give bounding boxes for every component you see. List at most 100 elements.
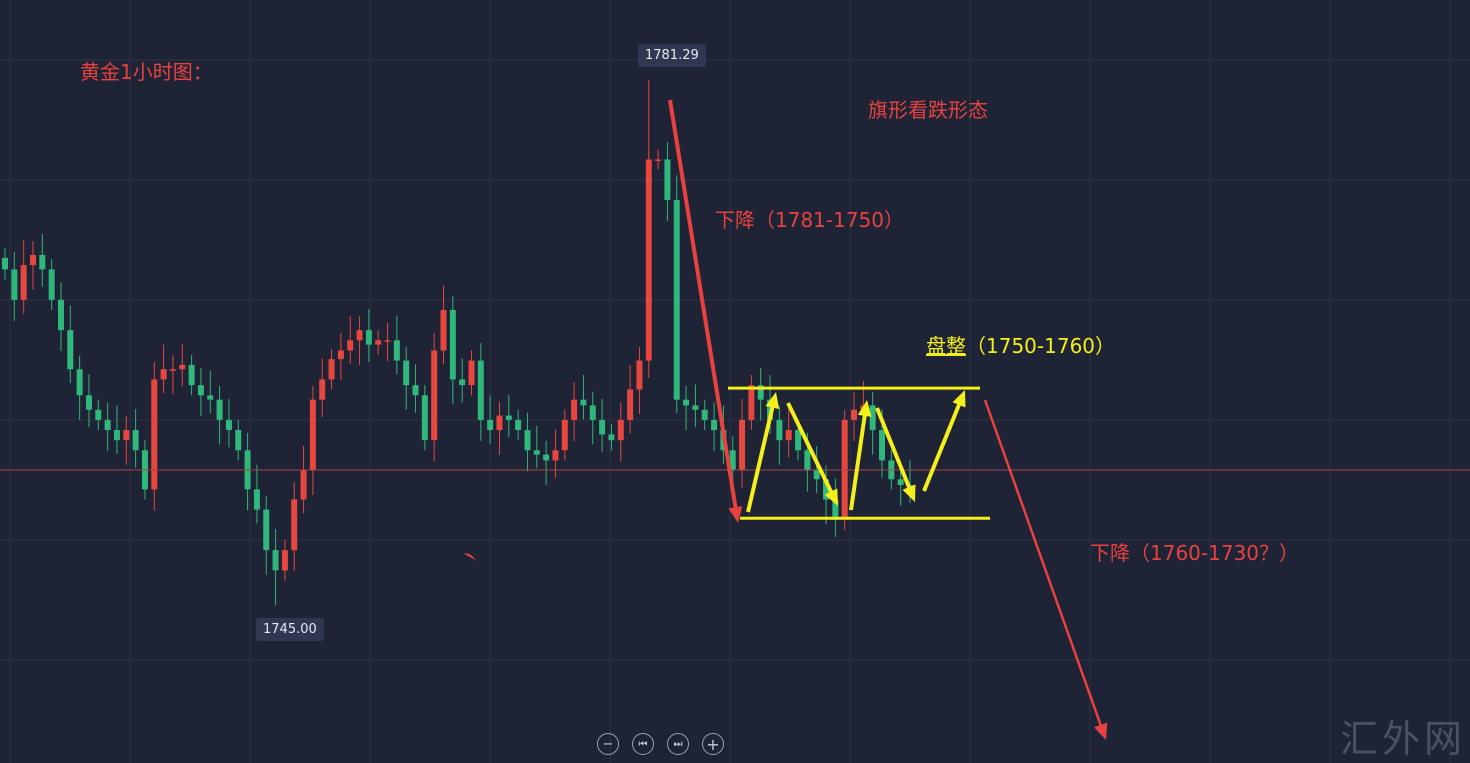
candle-body — [48, 269, 55, 300]
candle — [431, 333, 438, 462]
candle — [328, 348, 335, 390]
down-arrow-1-shaft — [786, 402, 835, 496]
candle-body — [309, 399, 316, 471]
consolidation-word: 盘整 — [926, 334, 966, 358]
up-arrow-2-shaft — [849, 412, 868, 511]
candle — [216, 385, 223, 445]
candle — [132, 409, 139, 468]
down-arrow-2-head — [902, 484, 916, 502]
candle — [655, 149, 662, 170]
candle-body — [291, 499, 298, 551]
candle — [477, 343, 484, 441]
candle-body — [785, 430, 792, 441]
candle-body — [356, 330, 363, 341]
candle-body — [263, 509, 270, 551]
candle — [207, 370, 214, 414]
candle — [543, 440, 550, 486]
up-arrow-3-shaft — [922, 401, 963, 492]
candle — [412, 364, 419, 413]
candle-body — [897, 479, 904, 486]
scroll-back-button[interactable]: ⏮ — [632, 733, 654, 755]
candle — [263, 495, 270, 575]
candle-body — [235, 430, 242, 451]
candle — [2, 247, 8, 280]
candle — [599, 398, 606, 452]
candle — [421, 385, 428, 451]
candle — [356, 316, 363, 365]
candle-body — [2, 257, 8, 270]
candle — [757, 367, 764, 421]
candle-body — [421, 395, 428, 441]
candle — [197, 367, 204, 417]
candle — [169, 355, 176, 394]
chart-title: 黄金1小时图： — [80, 60, 213, 84]
candle-body — [76, 369, 83, 396]
candle — [664, 142, 671, 221]
candle — [20, 240, 27, 314]
candle-body — [524, 430, 531, 451]
candle-body — [188, 364, 195, 386]
candle — [85, 374, 92, 428]
candle — [123, 416, 130, 465]
candle-body — [281, 550, 288, 571]
candle — [393, 315, 400, 375]
candle — [851, 392, 858, 441]
candle-body — [533, 450, 540, 455]
candle-body — [11, 269, 18, 300]
zoom-out-button[interactable]: − — [597, 733, 619, 755]
candle — [235, 419, 242, 461]
candle — [67, 305, 74, 384]
candle — [95, 399, 102, 431]
candle — [76, 355, 83, 420]
candle — [645, 80, 652, 378]
candle-body — [832, 499, 839, 520]
scroll-forward-button[interactable]: ⏭ — [667, 733, 689, 755]
consolidation-label: 盘整（1750-1760） — [926, 330, 1115, 359]
candle-body — [869, 405, 876, 431]
up-arrow-2-head — [857, 400, 872, 417]
candle — [300, 445, 307, 514]
candle — [739, 398, 746, 488]
candle — [253, 464, 260, 524]
candle-body — [328, 359, 335, 380]
pattern-label: 旗形看跌形态 — [868, 98, 988, 122]
candle — [505, 394, 512, 438]
candle — [113, 405, 120, 454]
candle-body — [757, 385, 764, 400]
candle — [57, 282, 64, 352]
candle — [225, 398, 232, 448]
candle — [179, 343, 186, 387]
candle-body — [20, 265, 27, 300]
candle — [487, 395, 494, 444]
candle — [291, 482, 298, 572]
candle-body — [636, 360, 643, 390]
candle-body — [449, 309, 456, 380]
candle-body — [347, 340, 354, 351]
candle — [552, 429, 559, 478]
down-arrow-1-head — [824, 488, 838, 506]
candle-body — [85, 395, 92, 410]
candle — [869, 391, 876, 455]
candle-body — [104, 419, 111, 431]
candle-body — [459, 379, 466, 386]
candle — [636, 346, 643, 415]
candle — [608, 424, 615, 451]
candle-body — [804, 450, 811, 471]
candle-body — [169, 369, 176, 371]
drop1-label: 下降（1781-1750） — [715, 208, 905, 232]
candle — [309, 385, 316, 496]
zoom-in-button[interactable]: + — [702, 733, 724, 755]
drop1-arrow-shaft — [668, 99, 738, 511]
up-arrow-1-head — [765, 392, 780, 410]
candle — [589, 391, 596, 445]
candle-body — [39, 254, 46, 270]
candle-body — [319, 379, 326, 400]
candle-body — [365, 330, 372, 345]
candle-body — [561, 419, 568, 451]
candle-body — [515, 419, 522, 431]
candle-body — [851, 409, 858, 420]
down-arrow-2-shaft — [875, 407, 913, 491]
candle-body — [580, 399, 587, 406]
